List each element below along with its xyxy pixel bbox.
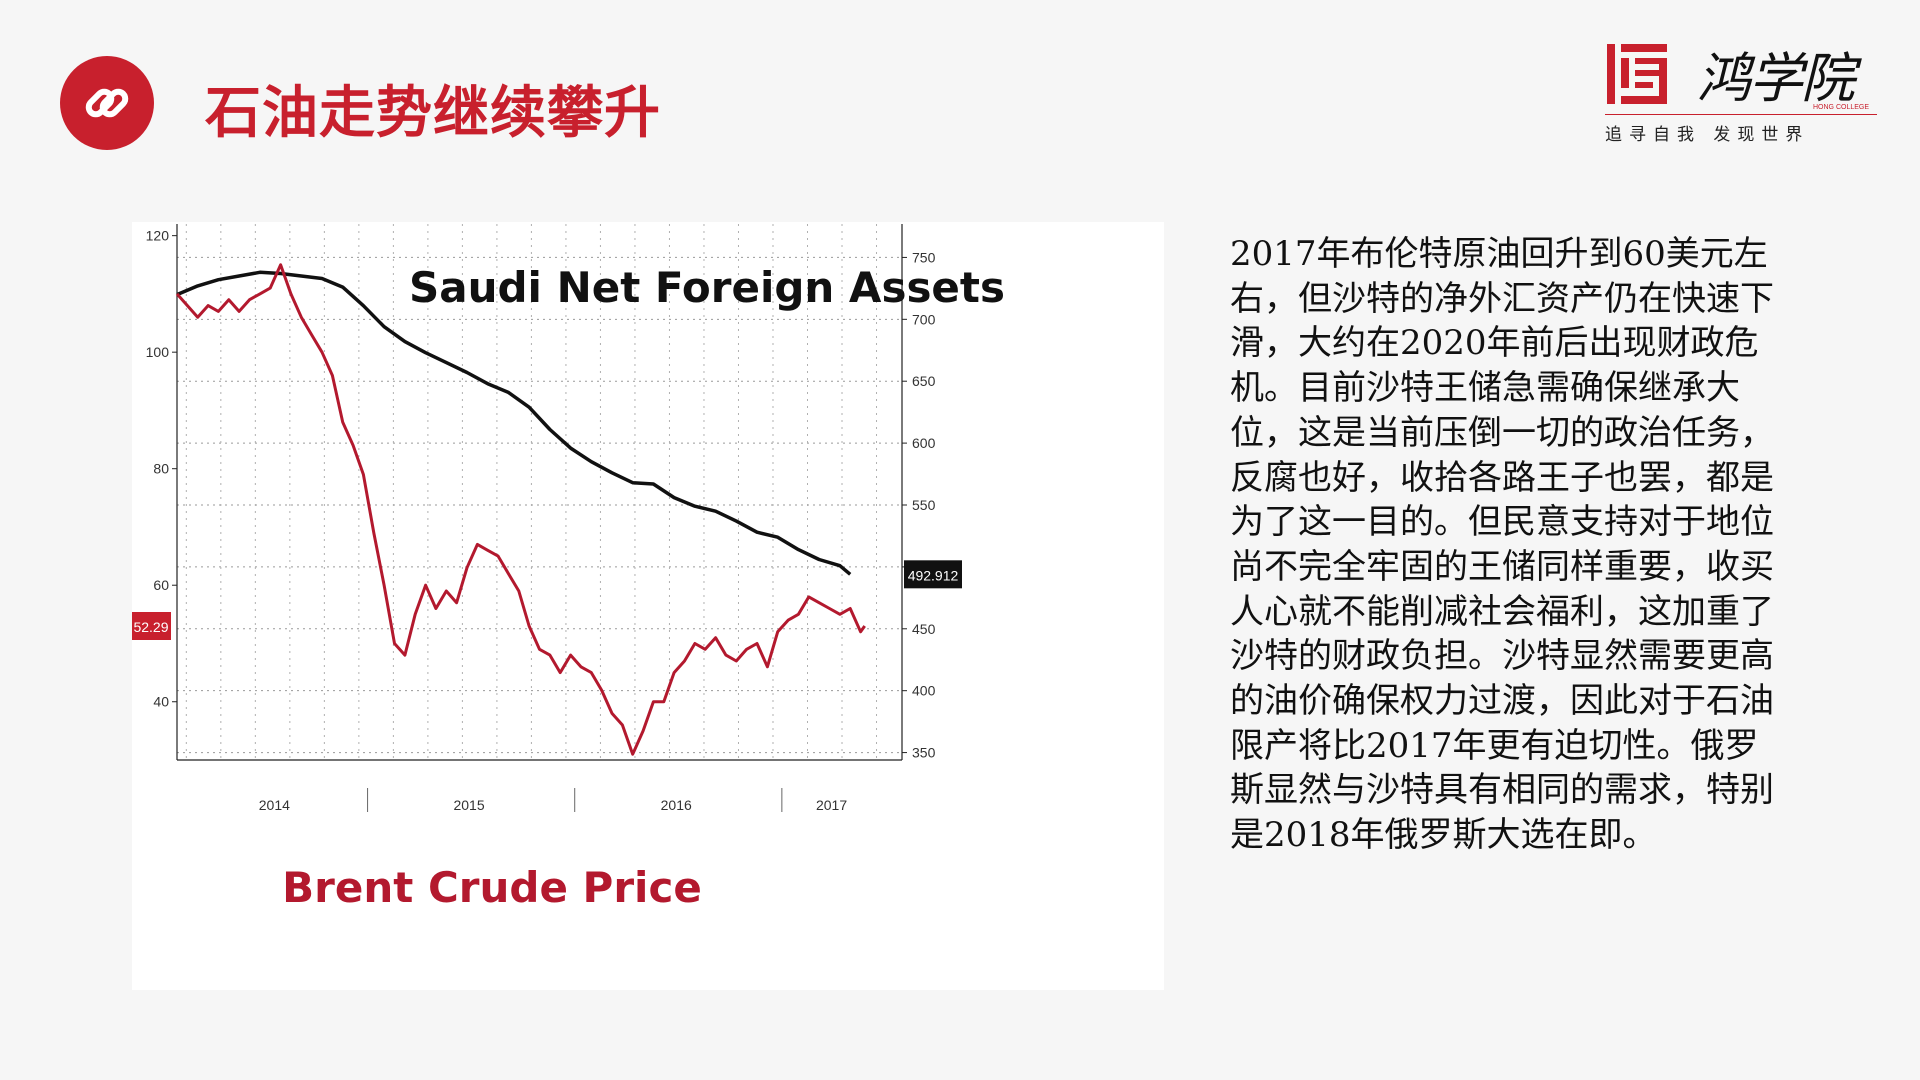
chart-panel: 1201008060407507006506005505004504003502…: [131, 222, 1164, 990]
left-axis-tick-label: 40: [153, 694, 169, 710]
left-axis-tick-label: 60: [153, 577, 169, 593]
right-axis-tick-label: 600: [912, 435, 936, 451]
logo-name: 鸿学院: [1697, 47, 1855, 110]
assets-annotation: Saudi Net Foreign Assets: [409, 263, 1005, 312]
brent-series-line: [175, 263, 866, 756]
logo-slogan: 追寻自我 发现世界: [1605, 125, 1810, 145]
seal-mark-icon: [1607, 44, 1667, 104]
brent-last-value-label: 52.29: [133, 619, 168, 635]
brent-annotation: Brent Crude Price: [282, 863, 702, 912]
assets-last-value-label: 492.912: [908, 567, 959, 583]
assets-series-line: [176, 270, 852, 576]
right-axis-tick-label: 550: [912, 497, 936, 513]
oil-vs-assets-chart: 1201008060407507006506005505004504003502…: [131, 222, 1164, 990]
right-axis-tick-label: 750: [912, 249, 936, 265]
logo-english: HONG COLLEGE: [1813, 104, 1870, 111]
brent-last-value-tag: [131, 612, 171, 640]
assets-last-value-tag: [904, 560, 962, 589]
x-axis-tick-label: 2016: [661, 797, 692, 813]
x-axis-tick-label: 2014: [259, 797, 290, 813]
x-axis-tick-label: 2017: [816, 797, 847, 813]
logo-divider: [1605, 114, 1877, 115]
page-title: 石油走势继续攀升: [205, 80, 661, 146]
link-icon: [60, 56, 154, 150]
x-axis-tick-label: 2015: [453, 797, 484, 813]
right-axis-tick-label: 700: [912, 311, 936, 327]
right-axis-tick-label: 650: [912, 373, 936, 389]
college-logo: 鸿学院 HONG COLLEGE 追寻自我 发现世界: [1605, 40, 1885, 150]
right-axis-tick-label: 350: [912, 745, 936, 761]
article-paragraph: 2017年布伦特原油回升到60美元左右，但沙特的净外汇资产仍在快速下滑，大约在2…: [1230, 234, 1774, 856]
left-axis-tick-label: 120: [146, 228, 170, 244]
right-axis-tick-label: 450: [912, 621, 936, 637]
right-axis-tick-label: 400: [912, 683, 936, 699]
left-axis-tick-label: 100: [146, 344, 170, 360]
left-axis-tick-label: 80: [153, 461, 169, 477]
